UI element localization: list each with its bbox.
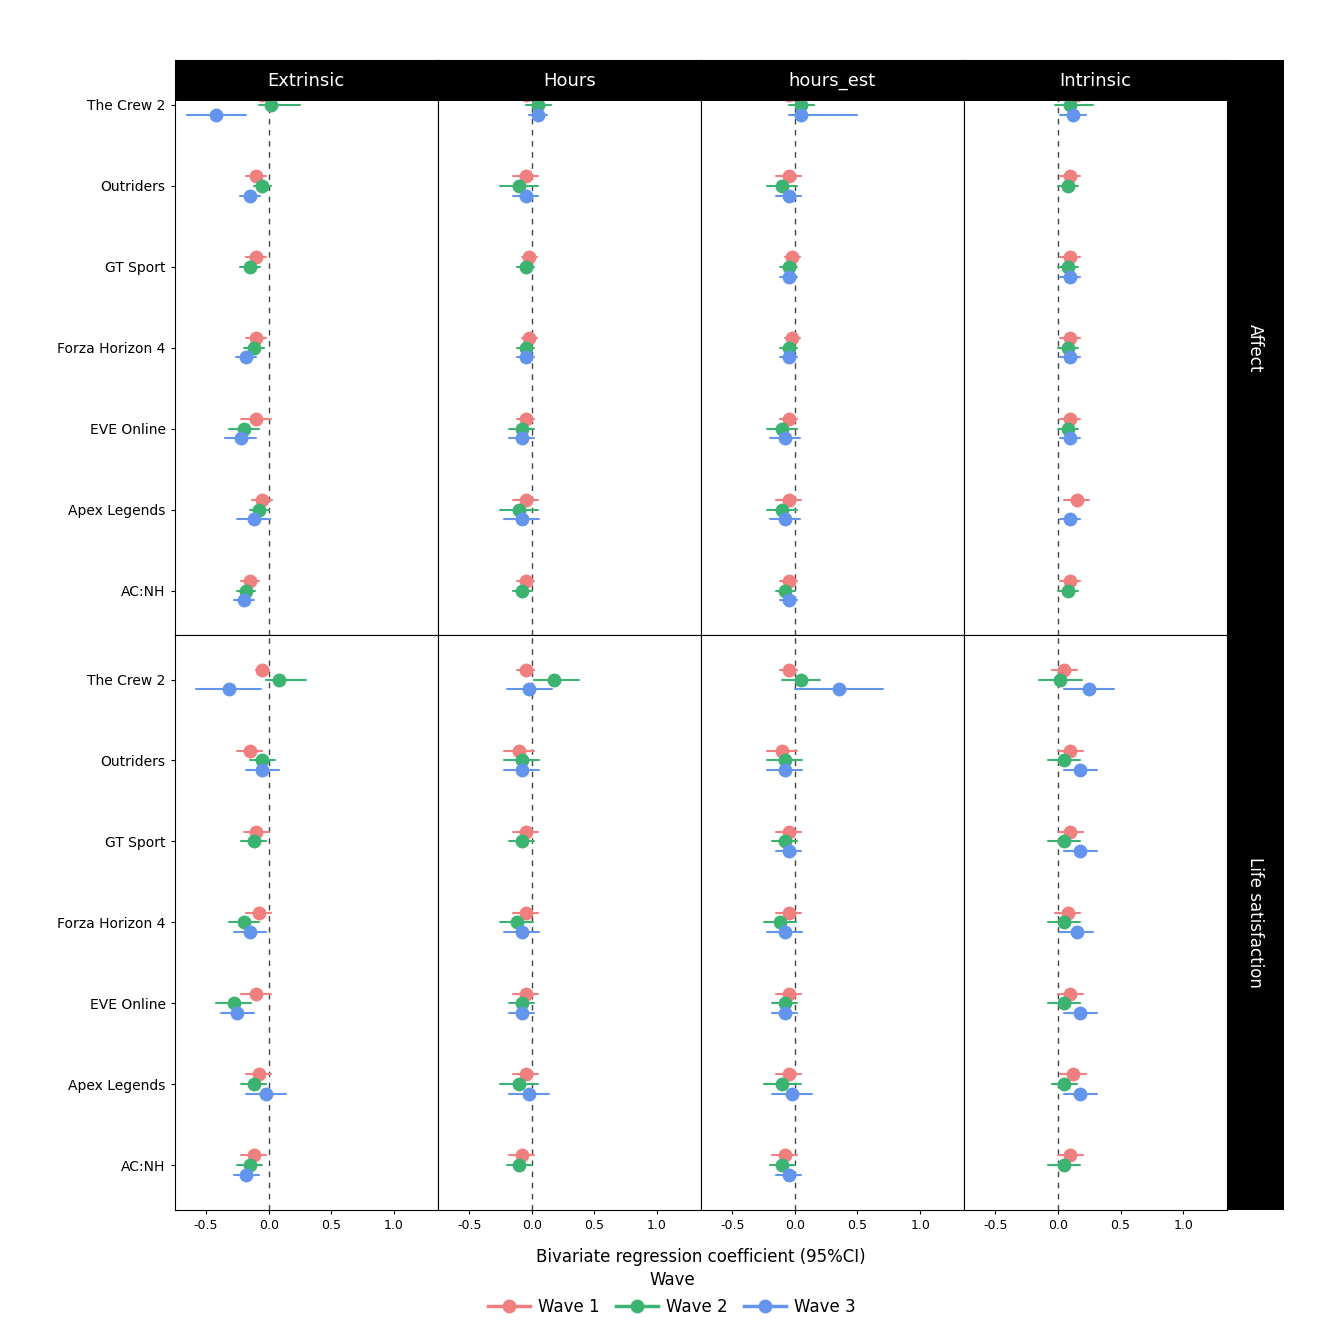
Text: Hours: Hours bbox=[543, 71, 595, 90]
Text: Bivariate regression coefficient (95%CI): Bivariate regression coefficient (95%CI) bbox=[536, 1247, 866, 1266]
Text: Extrinsic: Extrinsic bbox=[267, 71, 345, 90]
Legend: Wave 1, Wave 2, Wave 3: Wave 1, Wave 2, Wave 3 bbox=[481, 1265, 863, 1322]
Text: hours_est: hours_est bbox=[789, 71, 876, 90]
Text: Intrinsic: Intrinsic bbox=[1059, 71, 1132, 90]
Text: Life satisfaction: Life satisfaction bbox=[1246, 857, 1265, 988]
Text: Affect: Affect bbox=[1246, 324, 1265, 372]
